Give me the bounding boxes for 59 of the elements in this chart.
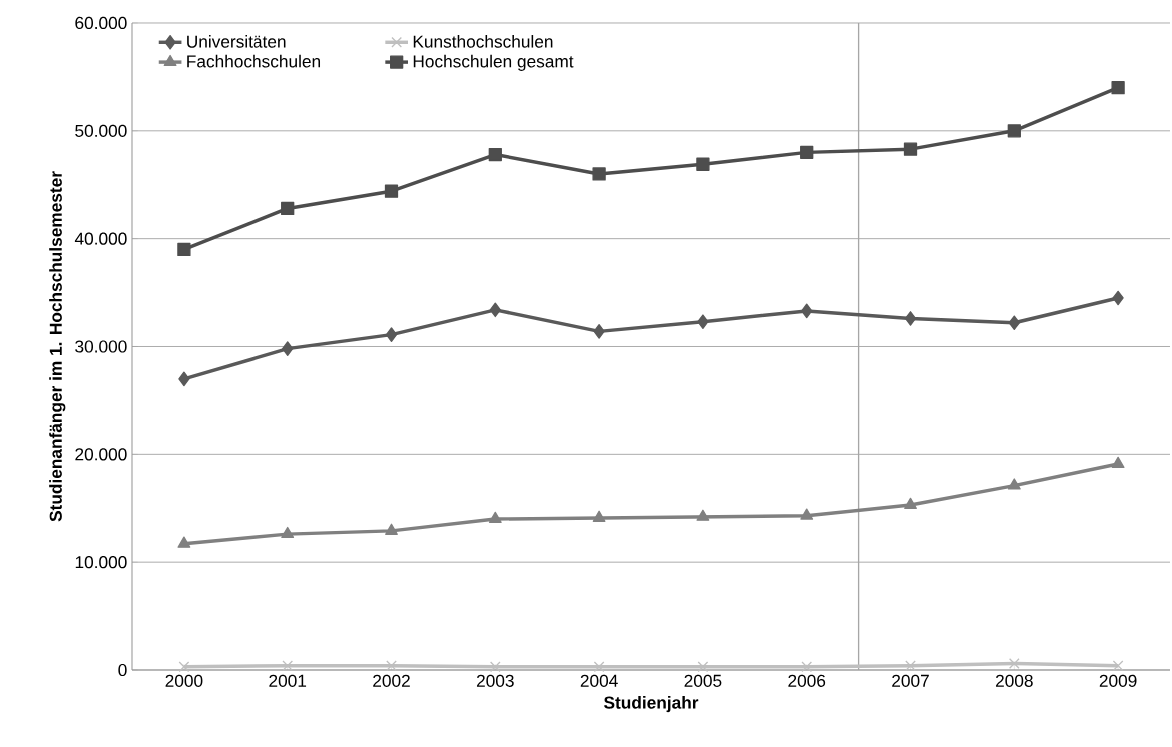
point bbox=[593, 324, 605, 339]
x-axis-title: Studienjahr bbox=[604, 696, 699, 713]
legend-label: Universitäten bbox=[187, 35, 286, 48]
point bbox=[1008, 658, 1020, 669]
point bbox=[282, 341, 294, 356]
point bbox=[281, 526, 295, 539]
point bbox=[1111, 81, 1125, 95]
legend-label: Hochschulen gesamt bbox=[413, 54, 574, 71]
y-tick-label: 50.000 bbox=[75, 124, 127, 137]
x-tick-label: 2001 bbox=[269, 674, 307, 687]
point bbox=[800, 508, 814, 520]
y-tick-label: 30.000 bbox=[75, 340, 127, 353]
point bbox=[904, 311, 917, 326]
point bbox=[488, 511, 502, 524]
x-tick-label: 2008 bbox=[995, 674, 1033, 687]
point bbox=[593, 661, 605, 673]
legend-label: Fachhochschulen bbox=[187, 54, 321, 68]
point bbox=[489, 661, 501, 673]
point bbox=[1008, 315, 1020, 331]
point bbox=[177, 536, 191, 548]
point bbox=[904, 497, 917, 509]
point bbox=[696, 509, 710, 521]
point bbox=[800, 145, 814, 160]
point bbox=[592, 167, 606, 181]
point bbox=[177, 242, 191, 257]
x-tick-label: 2006 bbox=[788, 674, 826, 687]
x-tick-label: 2000 bbox=[165, 674, 203, 687]
point bbox=[592, 510, 606, 522]
y-tick-label: 60.000 bbox=[75, 16, 127, 30]
point bbox=[801, 303, 813, 319]
y-tick-label: 40.000 bbox=[74, 232, 127, 245]
point bbox=[178, 371, 190, 387]
y-tick-label: 0 bbox=[118, 663, 127, 677]
x-tick-label: 2004 bbox=[580, 674, 618, 687]
point bbox=[697, 661, 709, 673]
point bbox=[488, 147, 502, 162]
point bbox=[489, 302, 501, 318]
x-tick-label: 2002 bbox=[373, 674, 410, 687]
y-tick-label: 20.000 bbox=[75, 448, 127, 461]
point bbox=[281, 201, 295, 216]
point bbox=[903, 142, 918, 156]
x-tick-label: 2003 bbox=[476, 674, 514, 687]
point bbox=[1007, 124, 1021, 138]
point bbox=[1111, 456, 1125, 469]
point bbox=[385, 523, 398, 535]
point bbox=[178, 661, 190, 673]
point bbox=[385, 327, 398, 342]
point bbox=[697, 314, 709, 329]
point bbox=[1007, 478, 1021, 490]
x-tick-label: 2005 bbox=[684, 674, 722, 687]
point bbox=[696, 157, 710, 171]
y-tick-label: 10.000 bbox=[75, 556, 127, 569]
legend-label: Kunsthochschulen bbox=[413, 35, 553, 48]
point bbox=[1112, 290, 1124, 306]
x-tick-label: 2009 bbox=[1099, 674, 1137, 687]
point bbox=[801, 661, 813, 673]
y-axis-title: Studienanfänger im 1. Hochschulsemester bbox=[49, 171, 66, 522]
x-tick-label: 2007 bbox=[892, 674, 929, 687]
point bbox=[384, 184, 399, 198]
